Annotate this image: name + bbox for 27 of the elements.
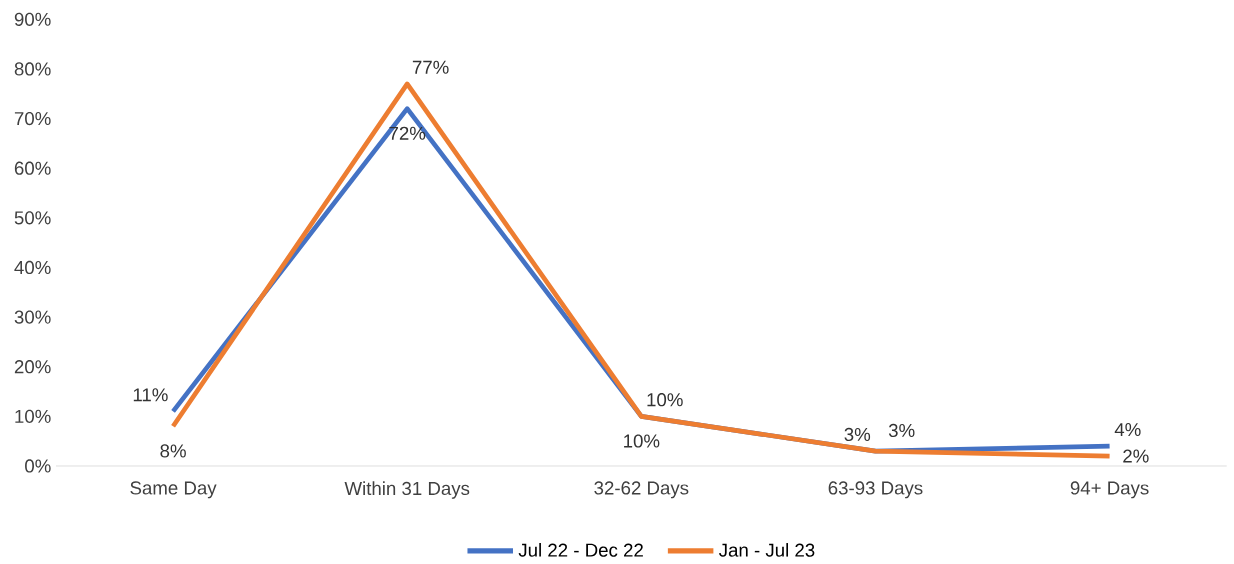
y-tick-label: 70% xyxy=(14,112,51,126)
x-tick-label: 94+ Days xyxy=(1070,481,1149,499)
y-tick-label: 60% xyxy=(14,161,51,175)
data-label: 2% xyxy=(1123,449,1149,463)
data-label: 3% xyxy=(888,423,915,438)
x-tick-label: Same Day xyxy=(130,481,217,499)
y-tick-label: 80% xyxy=(14,62,51,76)
legend-label: Jan - Jul 23 xyxy=(719,543,815,557)
y-tick-label: 0% xyxy=(25,459,51,473)
legend-label: Jul 22 - Dec 22 xyxy=(518,543,643,557)
y-tick-label: 40% xyxy=(14,260,51,275)
data-label: 72% xyxy=(389,126,426,140)
x-tick-label: 32-62 Days xyxy=(594,481,689,499)
data-label: 4% xyxy=(1114,423,1141,437)
data-label: 77% xyxy=(412,60,449,74)
y-tick-label: 10% xyxy=(15,409,51,424)
data-label: 8% xyxy=(160,444,186,458)
data-label: 10% xyxy=(647,393,683,407)
y-tick-label: 90% xyxy=(14,12,51,26)
data-label: 11% xyxy=(133,388,168,402)
y-tick-label: 20% xyxy=(14,360,51,374)
data-label: 10% xyxy=(624,434,660,448)
y-tick-label: 30% xyxy=(14,310,51,324)
x-tick-label: Within 31 Days xyxy=(344,481,470,499)
y-tick-label: 50% xyxy=(14,211,51,225)
data-label: 3% xyxy=(844,427,871,442)
x-tick-label: 63-93 Days xyxy=(828,481,923,499)
